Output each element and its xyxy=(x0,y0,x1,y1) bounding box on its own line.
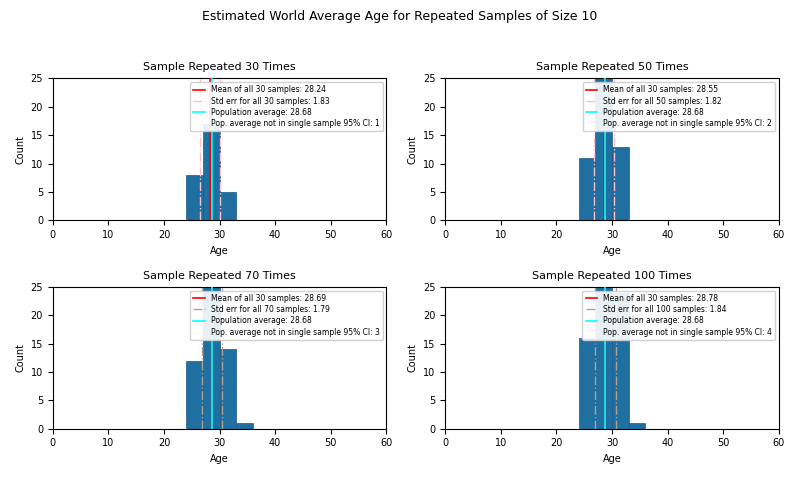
Bar xyxy=(219,349,236,429)
Y-axis label: Count: Count xyxy=(15,343,25,372)
X-axis label: Age: Age xyxy=(602,454,622,464)
Bar xyxy=(236,423,253,429)
Bar xyxy=(595,73,612,220)
Title: Sample Repeated 50 Times: Sample Repeated 50 Times xyxy=(536,62,688,72)
Bar xyxy=(629,423,646,429)
Bar xyxy=(203,124,219,220)
Title: Sample Repeated 30 Times: Sample Repeated 30 Times xyxy=(143,62,296,72)
Bar xyxy=(612,293,629,429)
Bar xyxy=(612,147,629,220)
Y-axis label: Count: Count xyxy=(15,135,25,164)
X-axis label: Age: Age xyxy=(602,246,622,256)
Bar xyxy=(203,185,219,429)
Title: Sample Repeated 70 Times: Sample Repeated 70 Times xyxy=(143,271,296,281)
Bar xyxy=(186,361,203,429)
Title: Sample Repeated 100 Times: Sample Repeated 100 Times xyxy=(532,271,692,281)
Bar xyxy=(578,338,595,429)
Bar xyxy=(186,175,203,220)
X-axis label: Age: Age xyxy=(210,454,229,464)
Y-axis label: Count: Count xyxy=(407,135,418,164)
Text: Estimated World Average Age for Repeated Samples of Size 10: Estimated World Average Age for Repeated… xyxy=(202,10,598,23)
Bar xyxy=(219,192,236,220)
Legend: Mean of all 30 samples: 28.24, Std err for all 30 samples: 1.83, Population aver: Mean of all 30 samples: 28.24, Std err f… xyxy=(190,82,382,131)
Legend: Mean of all 30 samples: 28.55, Std err for all 50 samples: 1.82, Population aver: Mean of all 30 samples: 28.55, Std err f… xyxy=(582,82,775,131)
Y-axis label: Count: Count xyxy=(407,343,418,372)
Bar xyxy=(595,94,612,429)
Bar xyxy=(578,158,595,220)
Legend: Mean of all 30 samples: 28.69, Std err for all 70 samples: 1.79, Population aver: Mean of all 30 samples: 28.69, Std err f… xyxy=(190,291,382,340)
Legend: Mean of all 30 samples: 28.78, Std err for all 100 samples: 1.84, Population ave: Mean of all 30 samples: 28.78, Std err f… xyxy=(582,291,775,340)
X-axis label: Age: Age xyxy=(210,246,229,256)
